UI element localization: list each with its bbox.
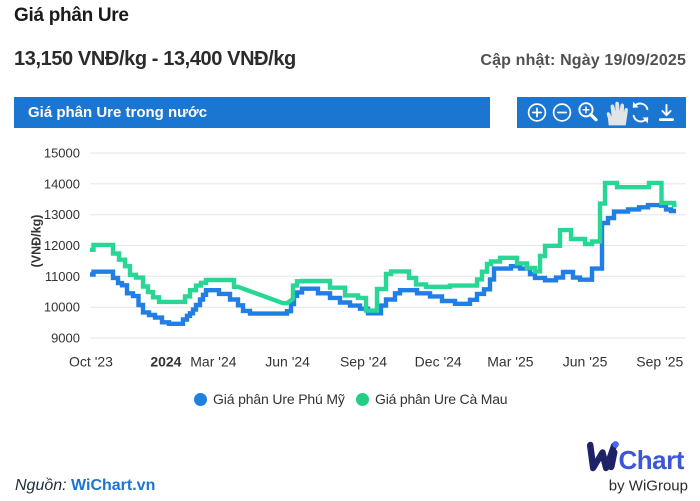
svg-text:(VNĐ/kg): (VNĐ/kg) — [30, 215, 44, 268]
svg-text:Sep '24: Sep '24 — [340, 354, 387, 370]
svg-text:10000: 10000 — [44, 300, 80, 315]
svg-text:12000: 12000 — [44, 238, 80, 253]
svg-text:Jun '24: Jun '24 — [265, 354, 310, 370]
svg-text:Mar '25: Mar '25 — [487, 354, 533, 370]
svg-text:2024: 2024 — [150, 354, 181, 370]
svg-text:Mar '24: Mar '24 — [190, 354, 236, 370]
svg-text:by WiGroup: by WiGroup — [609, 478, 688, 495]
svg-text:Dec '24: Dec '24 — [415, 354, 462, 370]
svg-text:9000: 9000 — [51, 331, 80, 346]
svg-text:11000: 11000 — [45, 269, 80, 284]
svg-text:14000: 14000 — [44, 176, 80, 191]
svg-text:Sep '25: Sep '25 — [636, 354, 683, 370]
svg-text:Oct '23: Oct '23 — [69, 354, 113, 370]
svg-text:15000: 15000 — [44, 146, 80, 161]
svg-text:Jun '25: Jun '25 — [563, 354, 608, 370]
svg-text:13000: 13000 — [44, 207, 80, 222]
svg-text:Chart: Chart — [619, 445, 685, 475]
